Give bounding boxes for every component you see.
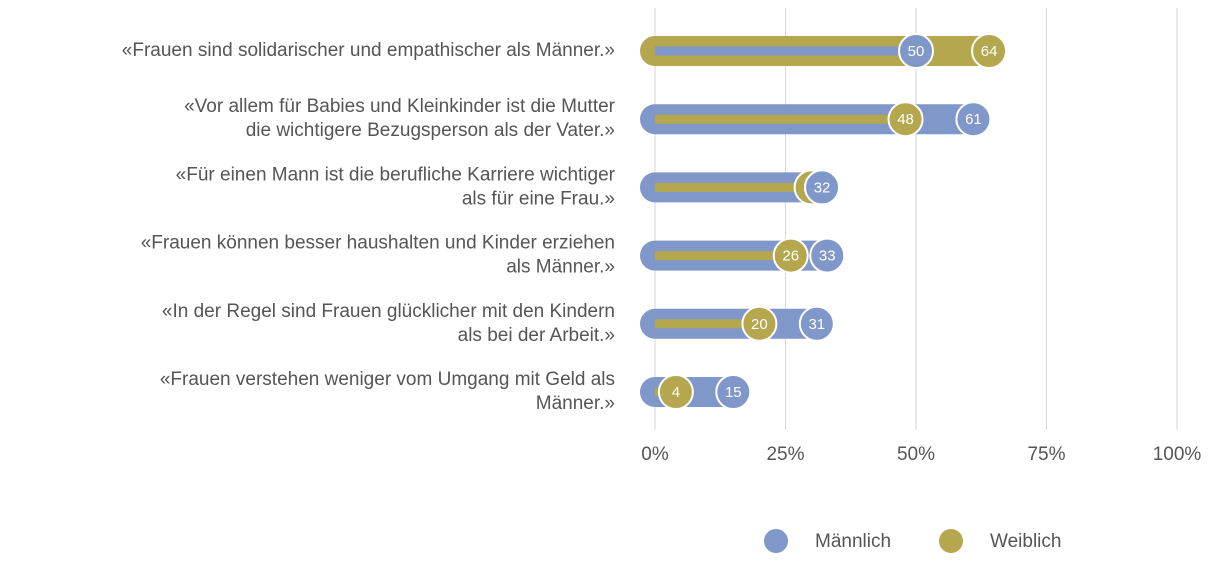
legend-label: Weiblich xyxy=(990,531,1061,552)
category-label: «Frauen verstehen weniger vom Umgang mit… xyxy=(160,369,615,390)
dot xyxy=(715,374,752,410)
category-label: die wichtigere Bezugsperson als der Vate… xyxy=(246,120,615,141)
category-label: «Frauen können besser haushalten und Kin… xyxy=(141,233,615,254)
dot xyxy=(804,169,841,206)
dot xyxy=(741,305,778,342)
value-label: 26 xyxy=(782,248,799,265)
category-label: «In der Regel sind Frauen glücklicher mi… xyxy=(162,301,615,322)
category-label: «Vor allem für Babies und Kleinkinder is… xyxy=(184,96,616,117)
value-label: 15 xyxy=(725,384,742,401)
x-tick-label: 50% xyxy=(897,444,935,465)
category-label: als für eine Frau.» xyxy=(462,188,615,209)
value-label: 4 xyxy=(672,384,680,401)
category-label: Männer.» xyxy=(536,393,615,414)
dot xyxy=(798,305,835,342)
category-label: als bei der Arbeit.» xyxy=(458,325,615,346)
dot xyxy=(955,101,992,138)
x-tick-label: 75% xyxy=(1027,444,1065,465)
legend-swatch xyxy=(939,529,963,553)
dot xyxy=(971,33,1008,69)
dot xyxy=(809,237,846,274)
value-label: 61 xyxy=(965,111,982,128)
value-label: 32 xyxy=(814,179,831,196)
dot xyxy=(898,33,934,69)
value-label: 33 xyxy=(819,248,836,265)
dot xyxy=(772,237,809,274)
value-label: 64 xyxy=(981,43,998,60)
value-label: 48 xyxy=(897,111,914,128)
category-label: als Männer.» xyxy=(506,257,615,278)
legend-swatch xyxy=(764,529,788,553)
value-label: 31 xyxy=(808,316,825,333)
value-label: 50 xyxy=(908,43,925,60)
dot xyxy=(887,101,924,138)
x-tick-label: 100% xyxy=(1153,444,1202,465)
dot xyxy=(657,374,694,410)
x-tick-label: 25% xyxy=(766,444,804,465)
category-label: «Frauen sind solidarischer und empathisc… xyxy=(122,40,615,61)
legend-label: Männlich xyxy=(815,531,891,552)
category-label: «Für einen Mann ist die berufliche Karri… xyxy=(176,164,616,185)
x-tick-label: 0% xyxy=(641,444,669,465)
value-label: 20 xyxy=(751,316,768,333)
